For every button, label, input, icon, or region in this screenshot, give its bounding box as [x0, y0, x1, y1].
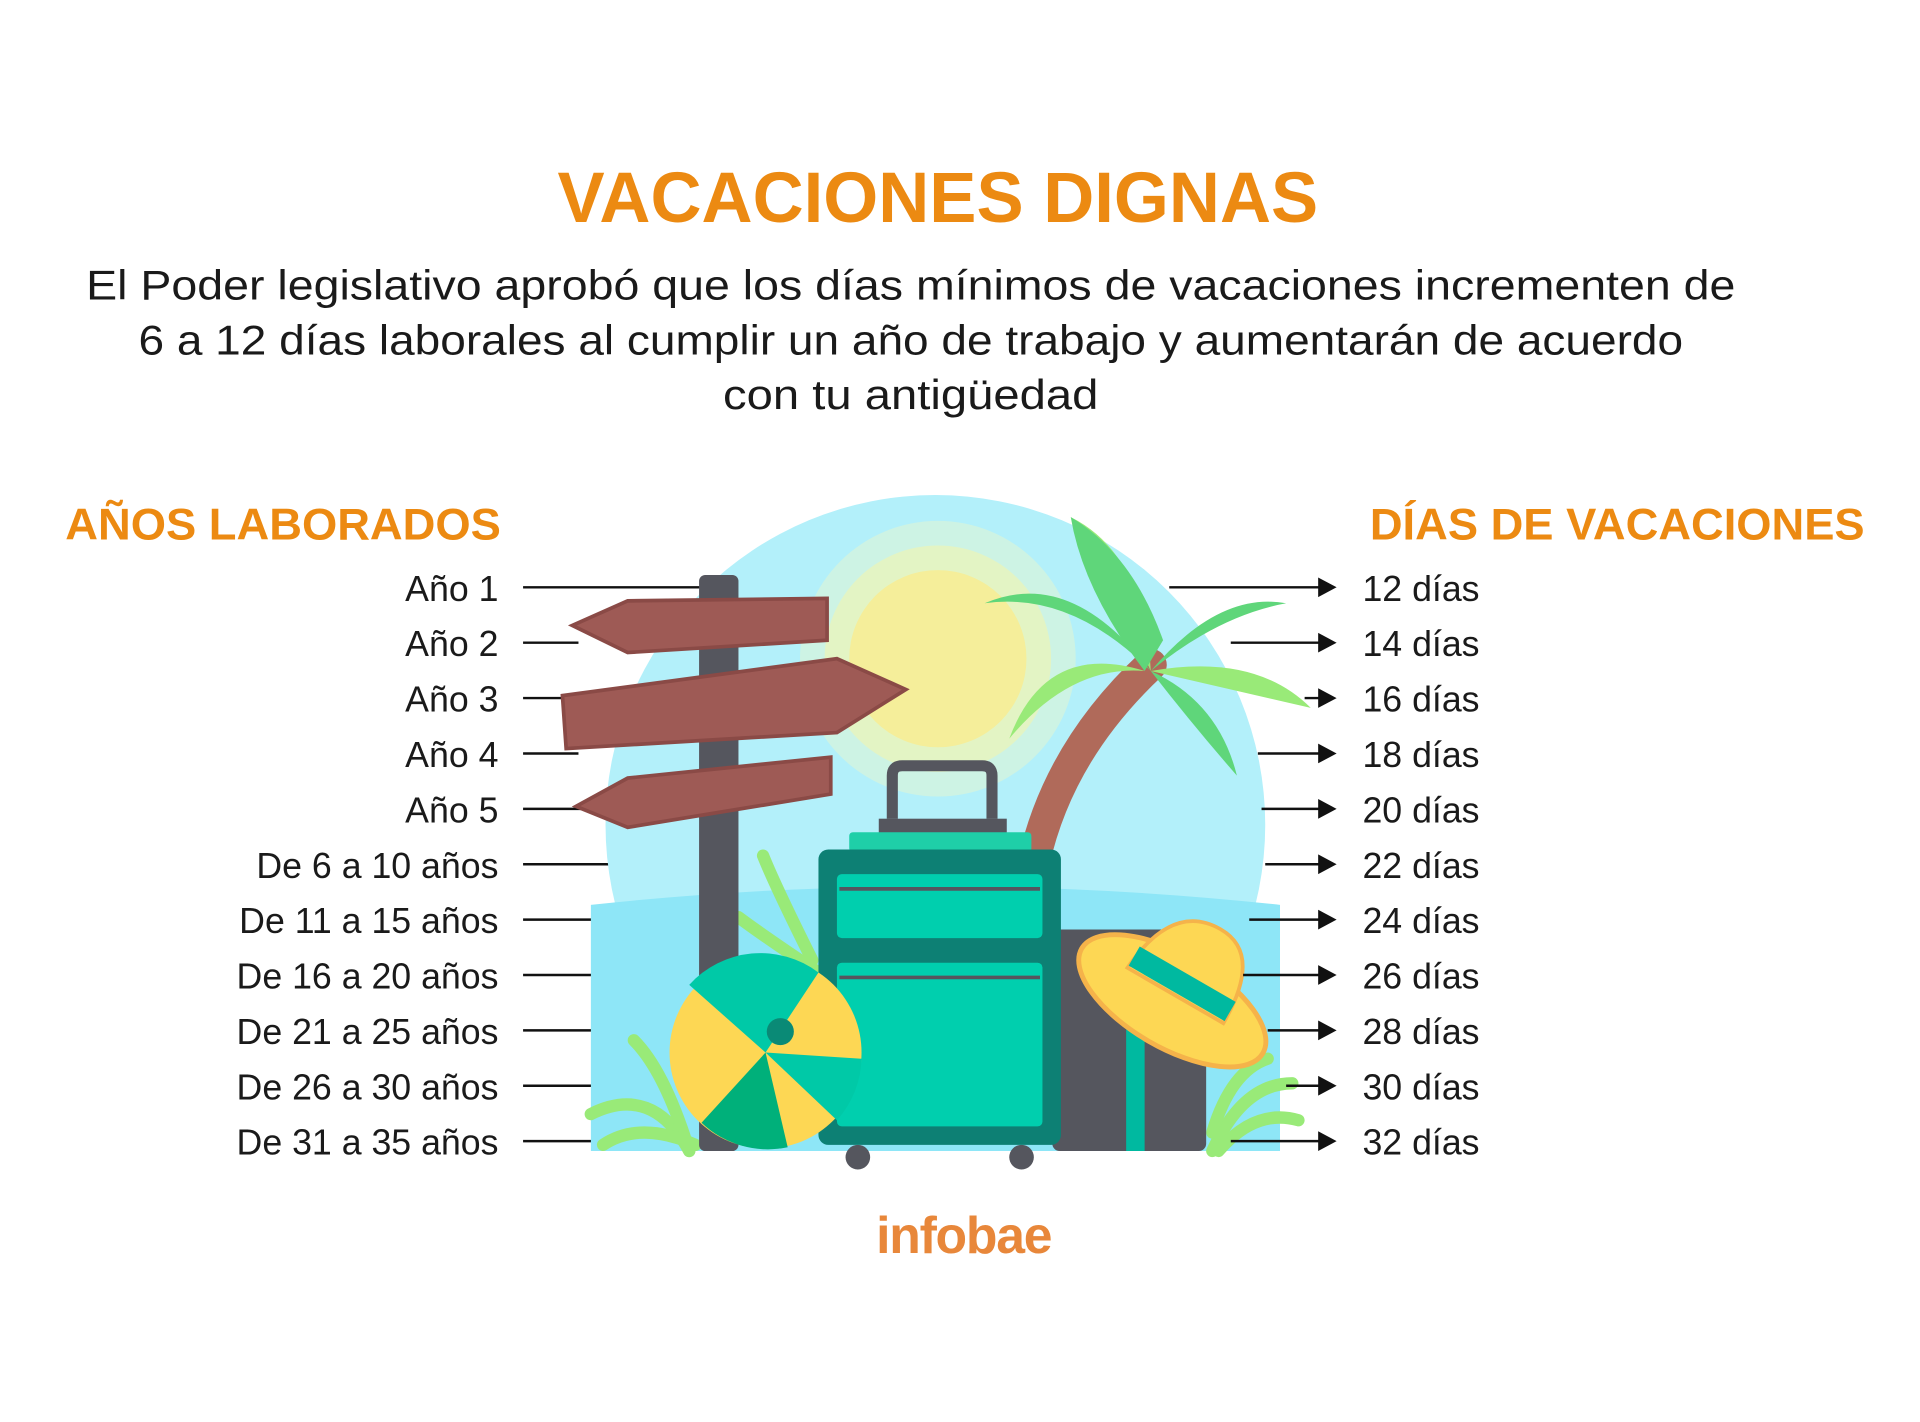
- years-label: De 21 a 25 años: [237, 1012, 499, 1052]
- days-label: 24 días: [1362, 901, 1479, 941]
- days-label: 18 días: [1362, 735, 1479, 775]
- years-label: Año 1: [405, 569, 498, 609]
- days-label: 16 días: [1362, 680, 1479, 720]
- arrow-right-icon: [1318, 854, 1337, 875]
- years-label: De 26 a 30 años: [237, 1067, 499, 1107]
- beach-ball-icon: [669, 953, 862, 1150]
- arrow-right-icon: [1318, 743, 1337, 764]
- arrow-right-icon: [1318, 577, 1337, 598]
- header-years: AÑOS LABORADOS: [65, 499, 501, 549]
- years-label: De 6 a 10 años: [256, 846, 498, 886]
- arrow-right-icon: [1318, 688, 1337, 708]
- days-label: 20 días: [1362, 790, 1479, 830]
- table-row: De 21 a 25 años 28 días: [237, 1012, 1480, 1052]
- days-label: 14 días: [1362, 624, 1479, 664]
- days-label: 28 días: [1362, 1012, 1479, 1052]
- table-row: De 26 a 30 años 30 días: [237, 1067, 1480, 1107]
- sun-hat-icon: [1076, 919, 1269, 1070]
- arrow-right-icon: [1318, 632, 1337, 653]
- header-days: DÍAS DE VACACIONES: [1370, 499, 1865, 549]
- days-label: 32 días: [1362, 1123, 1479, 1163]
- table-row: Año 3 16 días: [405, 680, 1479, 720]
- years-label: Año 4: [405, 735, 498, 775]
- palm-tree-icon: [984, 517, 1311, 878]
- arrow-right-icon: [1318, 909, 1337, 930]
- table-row: Año 1 12 días: [405, 569, 1479, 609]
- years-label: Año 2: [405, 624, 498, 664]
- table-row: De 11 a 15 años 24 días: [239, 901, 1479, 941]
- table-row: Año 2 14 días: [405, 624, 1479, 664]
- years-label: De 11 a 15 años: [239, 901, 498, 941]
- years-label: De 16 a 20 años: [237, 957, 499, 997]
- table-row: De 31 a 35 años 32 días: [237, 1123, 1480, 1163]
- page-title: VACACIONES DIGNAS: [558, 158, 1319, 238]
- plant-icon: [584, 849, 1305, 1158]
- days-label: 12 días: [1362, 569, 1479, 609]
- years-label: De 31 a 35 años: [237, 1123, 499, 1163]
- table-row: Año 5 20 días: [405, 790, 1479, 830]
- brand-logo: infobae: [876, 1206, 1051, 1264]
- table-row: De 6 a 10 años 22 días: [256, 846, 1479, 886]
- table-row: Año 4 18 días: [405, 735, 1479, 775]
- days-label: 26 días: [1362, 957, 1479, 997]
- arrow-right-icon: [1318, 1131, 1337, 1151]
- years-label: Año 3: [405, 680, 498, 720]
- days-label: 22 días: [1362, 846, 1479, 886]
- arrow-right-icon: [1318, 1020, 1337, 1041]
- subtitle-line: El Poder legislativo aprobó que los días…: [86, 261, 1735, 308]
- arrow-right-icon: [1318, 965, 1337, 985]
- table-row: De 16 a 20 años 26 días: [237, 957, 1480, 997]
- subtitle-line: 6 a 12 días laborales al cumplir un año …: [138, 317, 1683, 364]
- subtitle-line: con tu antigüedad: [723, 371, 1098, 418]
- years-label: Año 5: [405, 790, 498, 830]
- arrow-right-icon: [1318, 799, 1337, 819]
- vacation-illustration: [560, 495, 1311, 1170]
- subtitle: El Poder legislativo aprobó que los días…: [86, 261, 1735, 418]
- days-label: 30 días: [1362, 1067, 1479, 1107]
- suitcase-icon: [818, 760, 1061, 1170]
- arrow-right-icon: [1318, 1075, 1337, 1096]
